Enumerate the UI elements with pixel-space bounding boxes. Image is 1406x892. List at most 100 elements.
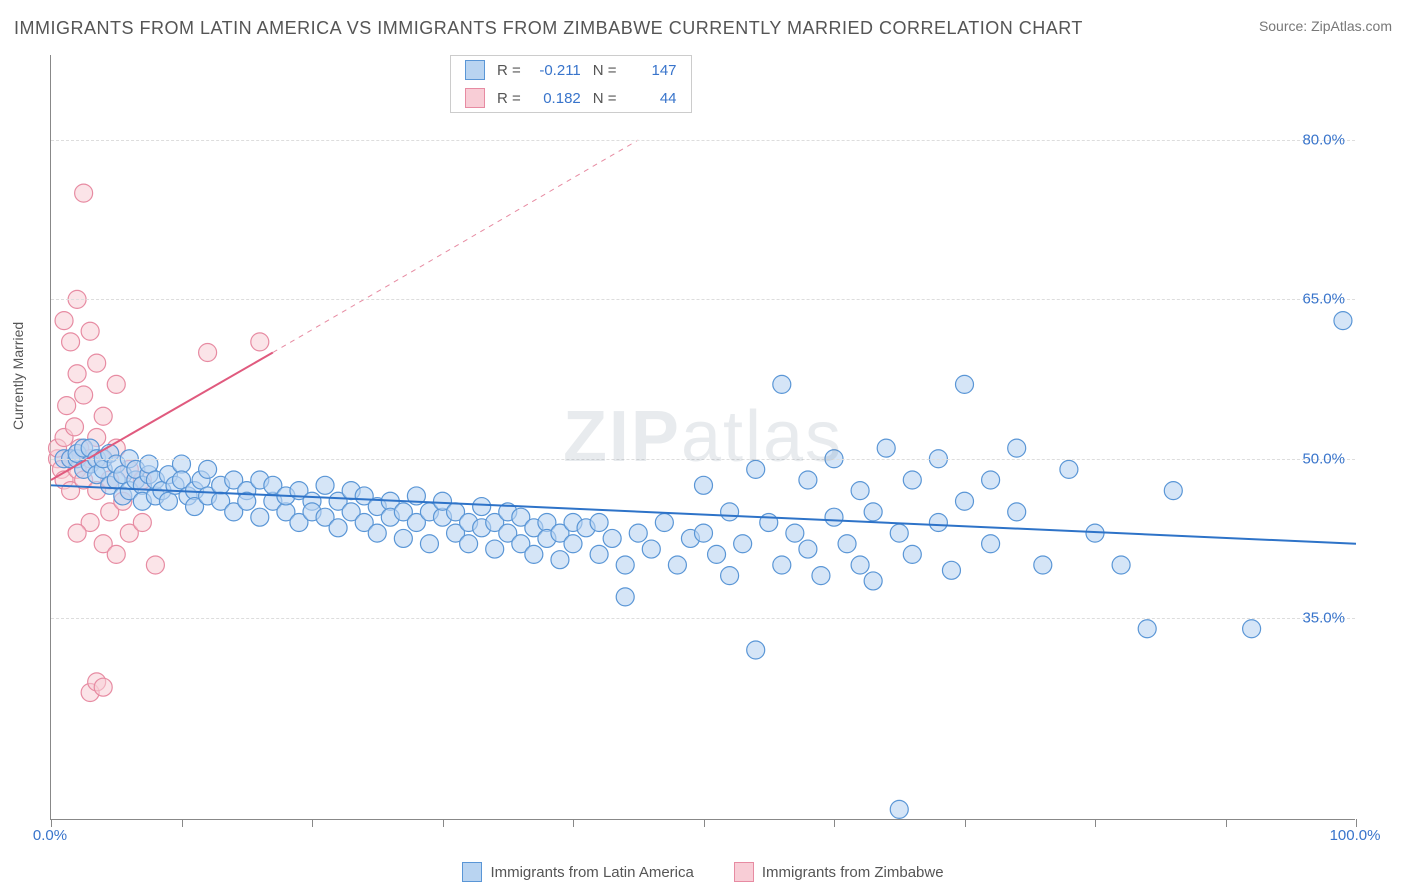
scatter-point <box>1008 503 1026 521</box>
scatter-point <box>107 545 125 563</box>
scatter-point <box>642 540 660 558</box>
legend-item: Immigrants from Zimbabwe <box>734 862 944 882</box>
y-tick-label: 35.0% <box>1302 610 1345 627</box>
scatter-point <box>864 503 882 521</box>
x-tick <box>704 819 705 827</box>
scatter-point <box>1243 620 1261 638</box>
scatter-point <box>695 524 713 542</box>
scatter-point <box>68 524 86 542</box>
scatter-point <box>75 184 93 202</box>
gridline-h <box>51 140 1355 141</box>
legend-swatch-pink <box>465 88 485 108</box>
scatter-point <box>564 535 582 553</box>
scatter-point <box>1112 556 1130 574</box>
chart-svg <box>51 55 1355 819</box>
scatter-point <box>1034 556 1052 574</box>
legend-stats: R = -0.211 N = 147 R = 0.182 N = 44 <box>450 55 692 113</box>
scatter-point <box>773 375 791 393</box>
scatter-point <box>851 482 869 500</box>
scatter-point <box>525 545 543 563</box>
scatter-point <box>107 375 125 393</box>
scatter-point <box>251 508 269 526</box>
scatter-point <box>394 529 412 547</box>
scatter-point <box>199 460 217 478</box>
scatter-point <box>799 540 817 558</box>
scatter-point <box>629 524 647 542</box>
scatter-point <box>173 455 191 473</box>
scatter-point <box>616 588 634 606</box>
scatter-point <box>825 508 843 526</box>
scatter-point <box>460 535 478 553</box>
legend-series: Immigrants from Latin America Immigrants… <box>0 862 1406 882</box>
x-tick-label: 0.0% <box>33 827 67 844</box>
legend-r-value: 0.182 <box>531 90 581 107</box>
legend-swatch-blue <box>465 60 485 80</box>
scatter-point <box>75 386 93 404</box>
gridline-h <box>51 618 1355 619</box>
scatter-point <box>68 365 86 383</box>
scatter-point <box>851 556 869 574</box>
scatter-point <box>1060 460 1078 478</box>
legend-item: Immigrants from Latin America <box>462 862 693 882</box>
x-tick <box>312 819 313 827</box>
scatter-point <box>368 524 386 542</box>
scatter-point <box>721 503 739 521</box>
x-tick <box>573 819 574 827</box>
scatter-point <box>929 514 947 532</box>
scatter-point <box>81 322 99 340</box>
scatter-point <box>890 524 908 542</box>
x-tick <box>182 819 183 827</box>
scatter-point <box>982 471 1000 489</box>
legend-n-label: N = <box>593 90 617 107</box>
chart-title: IMMIGRANTS FROM LATIN AMERICA VS IMMIGRA… <box>14 18 1083 39</box>
scatter-point <box>1138 620 1156 638</box>
scatter-point <box>616 556 634 574</box>
scatter-point <box>62 333 80 351</box>
legend-stats-row: R = 0.182 N = 44 <box>451 84 691 112</box>
scatter-point <box>58 397 76 415</box>
scatter-point <box>812 567 830 585</box>
x-tick <box>1226 819 1227 827</box>
y-tick-label: 65.0% <box>1302 291 1345 308</box>
scatter-point <box>1008 439 1026 457</box>
scatter-point <box>773 556 791 574</box>
scatter-point <box>133 514 151 532</box>
scatter-point <box>864 572 882 590</box>
scatter-point <box>786 524 804 542</box>
scatter-point <box>903 471 921 489</box>
scatter-point <box>838 535 856 553</box>
scatter-point <box>942 561 960 579</box>
scatter-point <box>734 535 752 553</box>
scatter-point <box>956 492 974 510</box>
y-axis-label: Currently Married <box>10 322 26 430</box>
scatter-point <box>251 333 269 351</box>
legend-label: Immigrants from Zimbabwe <box>762 864 944 881</box>
scatter-point <box>603 529 621 547</box>
scatter-point <box>877 439 895 457</box>
scatter-point <box>146 556 164 574</box>
scatter-point <box>88 354 106 372</box>
scatter-point <box>1164 482 1182 500</box>
legend-r-label: R = <box>497 90 521 107</box>
scatter-point <box>159 492 177 510</box>
scatter-point <box>695 476 713 494</box>
x-tick <box>443 819 444 827</box>
x-tick <box>1356 819 1357 827</box>
legend-r-label: R = <box>497 62 521 79</box>
chart-plot-area: ZIPatlas 35.0%50.0%65.0%80.0% <box>50 55 1355 820</box>
legend-stats-row: R = -0.211 N = 147 <box>451 56 691 84</box>
scatter-point <box>199 344 217 362</box>
scatter-point <box>316 476 334 494</box>
gridline-h <box>51 459 1355 460</box>
scatter-point <box>94 407 112 425</box>
scatter-point <box>486 540 504 558</box>
scatter-point <box>747 460 765 478</box>
scatter-point <box>956 375 974 393</box>
title-bar: IMMIGRANTS FROM LATIN AMERICA VS IMMIGRA… <box>14 18 1392 39</box>
scatter-point <box>551 551 569 569</box>
x-tick-label: 100.0% <box>1330 827 1381 844</box>
x-tick <box>965 819 966 827</box>
scatter-point <box>329 519 347 537</box>
x-tick <box>1095 819 1096 827</box>
scatter-point <box>420 535 438 553</box>
